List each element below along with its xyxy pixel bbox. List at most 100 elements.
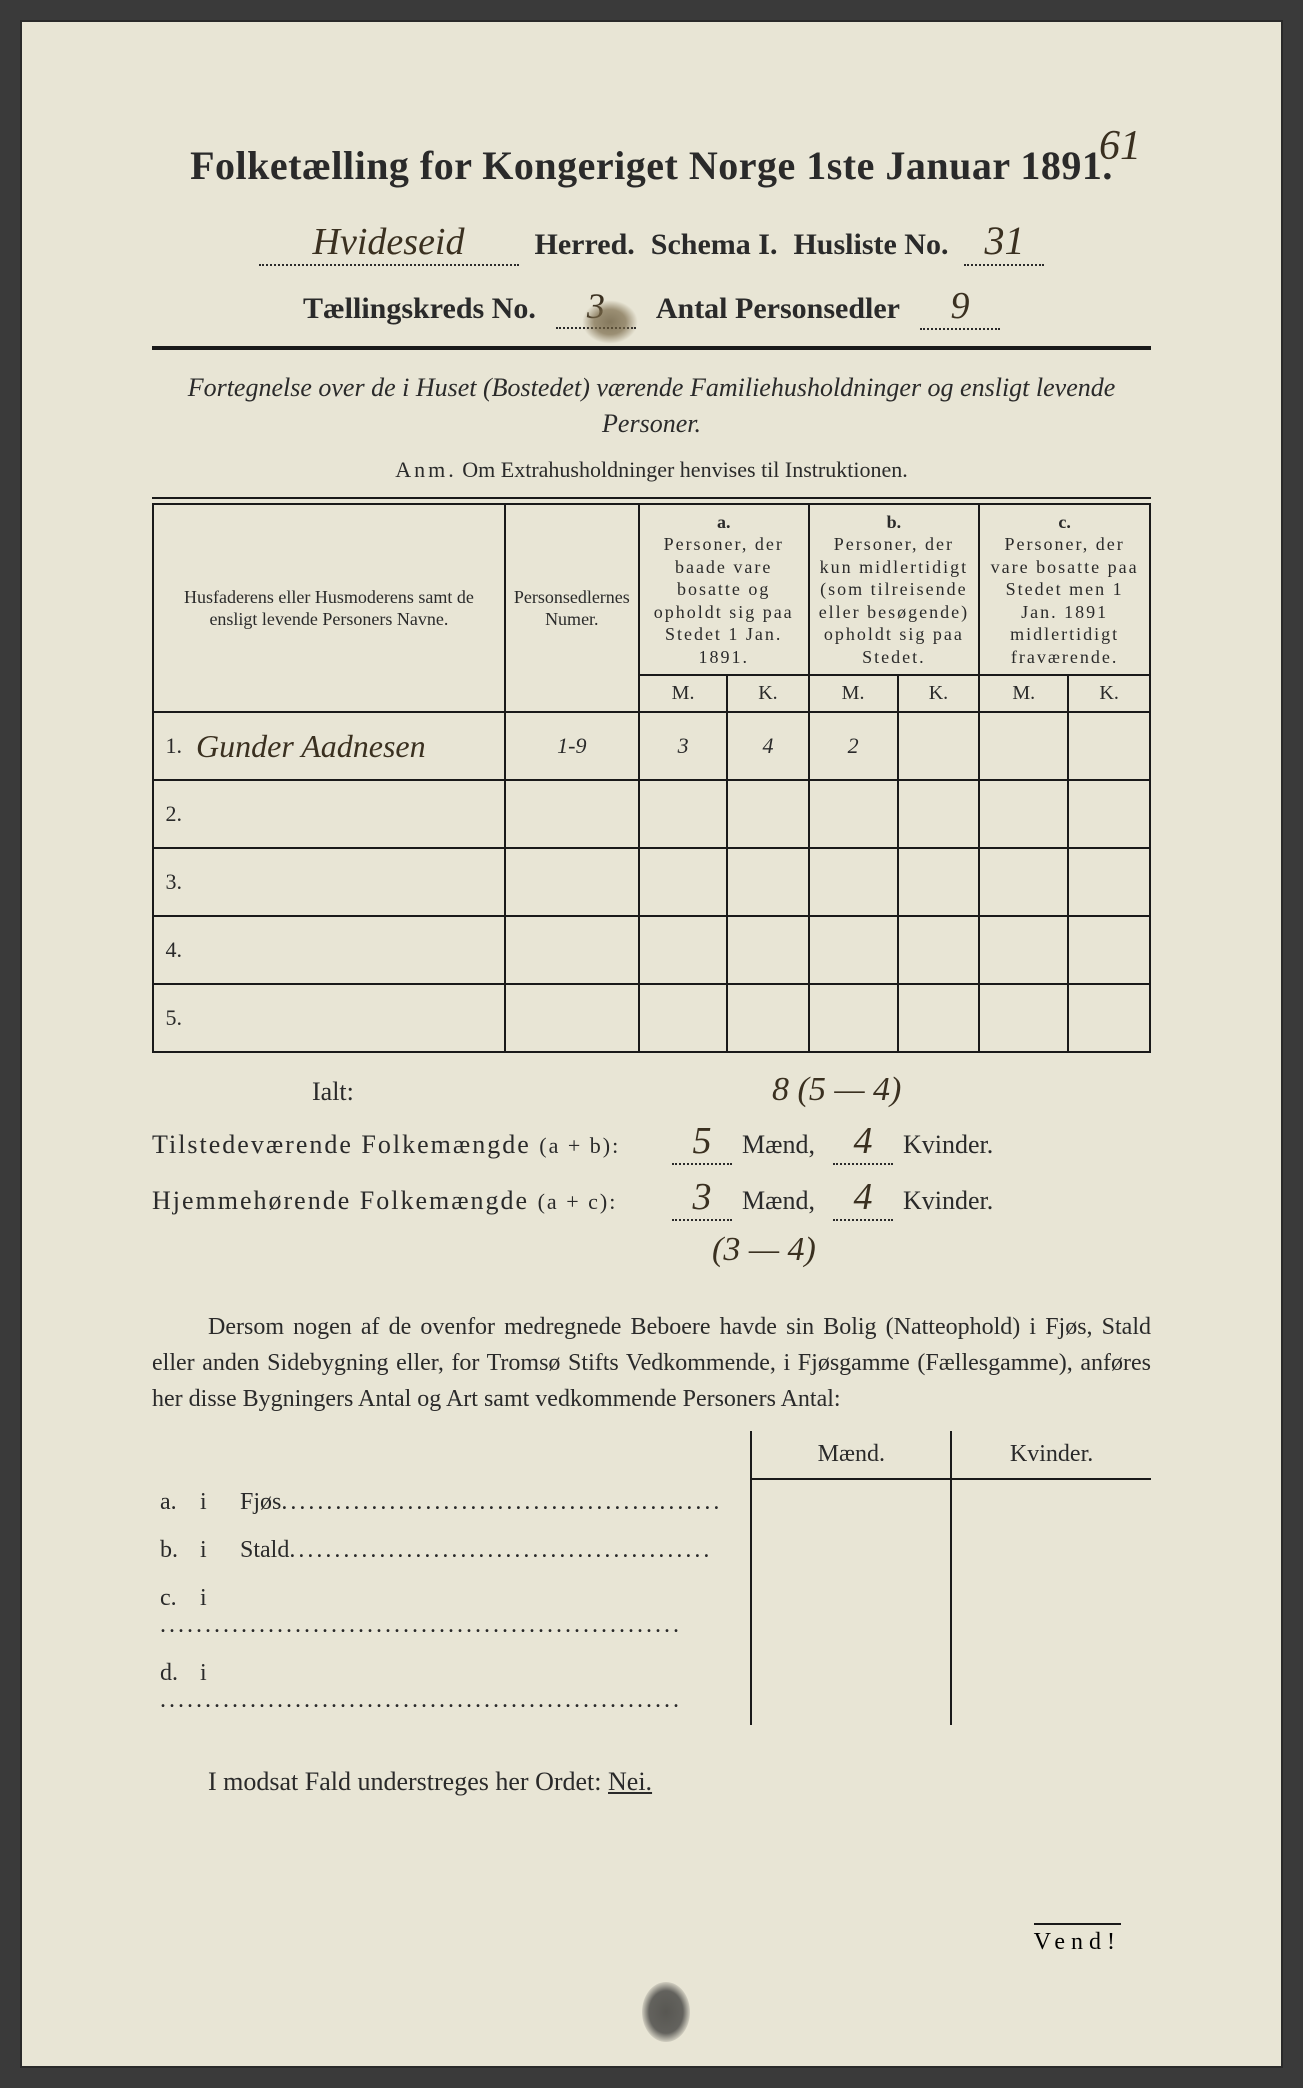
cell-name: 3.: [153, 848, 505, 916]
bldg-dots: ........................................…: [289, 1537, 712, 1563]
person-name: Gunder Aadnesen: [196, 728, 426, 765]
totals-row: Hjemmehørende Folkemængde (a + c):3Mænd,…: [152, 1175, 1151, 1221]
row-number: 5.: [162, 1005, 190, 1031]
cell-a-m: [639, 916, 728, 984]
totals-m-value: 3: [672, 1175, 732, 1221]
table-row: 2.: [153, 780, 1150, 848]
bldg-head-k: Kvinder.: [951, 1431, 1151, 1479]
bldg-i: i: [200, 1489, 240, 1516]
row-number: 2.: [162, 801, 190, 827]
cell-b-k: [898, 780, 980, 848]
cell-a-m: [639, 848, 728, 916]
form-subtitle: Fortegnelse over de i Huset (Bostedet) v…: [152, 370, 1151, 443]
building-row: d.i.....................................…: [152, 1650, 1151, 1725]
table-row: 5.: [153, 984, 1150, 1052]
herred-value: Hvideseid: [259, 220, 519, 266]
cell-number: [505, 984, 639, 1052]
modsat-pre: I modsat Fald understreges her Ordet:: [208, 1767, 608, 1796]
anm-lead: Anm.: [395, 457, 457, 482]
subhead-m: M.: [809, 675, 898, 712]
cell-number: [505, 916, 639, 984]
cell-a-k: [727, 984, 808, 1052]
cell-b-k: [898, 712, 980, 780]
bldg-name: Stald: [240, 1537, 289, 1564]
group-a-text: Personer, der baade vare bosatte og opho…: [648, 533, 800, 668]
bldg-i: i: [200, 1585, 240, 1612]
page-title: Folketælling for Kongeriget Norge 1ste J…: [152, 142, 1151, 189]
bldg-name: Fjøs: [240, 1489, 281, 1516]
cell-name: 4.: [153, 916, 505, 984]
antal-value: 9: [920, 284, 1000, 330]
building-row: a.iFjøs.................................…: [152, 1479, 1151, 1527]
cell-number: [505, 848, 639, 916]
bldg-m-cell: [751, 1650, 951, 1725]
kreds-label: Tællingskreds No.: [303, 292, 536, 326]
subhead-m: M.: [639, 675, 728, 712]
cell-c-k: [1068, 916, 1150, 984]
cell-a-k: [727, 780, 808, 848]
cell-c-k: [1068, 984, 1150, 1052]
cell-c-m: [979, 780, 1068, 848]
cell-b-k: [898, 984, 980, 1052]
totals-unit-k: Kvinder.: [903, 1186, 993, 1216]
totals-k-value: 4: [833, 1119, 893, 1165]
bldg-i: i: [200, 1660, 240, 1687]
ink-smudge: [582, 300, 638, 344]
row-number: 4.: [162, 937, 190, 963]
building-table: Mænd. Kvinder. a.iFjøs..................…: [152, 1431, 1151, 1725]
col-header-group-a: a. Personer, der baade vare bosatte og o…: [639, 504, 809, 676]
col-header-group-c: c. Personer, der vare bosatte paa Stedet…: [979, 504, 1150, 676]
cell-a-m: 3: [639, 712, 728, 780]
col-header-name: Husfaderens eller Husmoderens samt de en…: [153, 504, 505, 713]
vend-label: Vend!: [1034, 1923, 1121, 1956]
divider: [152, 497, 1151, 499]
bldg-key: a.: [160, 1489, 200, 1516]
bldg-key: b.: [160, 1537, 200, 1564]
cell-a-k: [727, 916, 808, 984]
cell-c-m: [979, 712, 1068, 780]
antal-label: Antal Personsedler: [656, 292, 900, 326]
row-number: 1.: [162, 733, 190, 759]
subhead-k: K.: [727, 675, 808, 712]
building-paragraph: Dersom nogen af de ovenfor medregnede Be…: [152, 1309, 1151, 1417]
table-row: 3.: [153, 848, 1150, 916]
household-table: Husfaderens eller Husmoderens samt de en…: [152, 503, 1151, 1054]
subhead-k: K.: [1068, 675, 1150, 712]
col-header-group-b: b. Personer, der kun midlertidigt (som t…: [809, 504, 980, 676]
cell-name: 2.: [153, 780, 505, 848]
cell-b-m: 2: [809, 712, 898, 780]
schema-label: Schema I.: [651, 228, 778, 262]
edge-tear: [642, 1982, 690, 2042]
bldg-key: c.: [160, 1585, 200, 1612]
bldg-m-cell: [751, 1575, 951, 1650]
header-line-2: Tællingskreds No. 3 Antal Personsedler 9: [152, 284, 1151, 330]
building-row: b.iStald................................…: [152, 1527, 1151, 1575]
cell-c-k: [1068, 780, 1150, 848]
bldg-k-cell: [951, 1575, 1151, 1650]
table-row: 4.: [153, 916, 1150, 984]
header-line-1: Hvideseid Herred. Schema I. Husliste No.…: [152, 217, 1151, 266]
modsat-line: I modsat Fald understreges her Ordet: Ne…: [152, 1767, 1151, 1797]
bldg-label-cell: b.iStald................................…: [152, 1527, 751, 1575]
building-row: c.i.....................................…: [152, 1575, 1151, 1650]
cell-b-m: [809, 916, 898, 984]
cell-number: [505, 780, 639, 848]
husliste-value: 31: [964, 217, 1044, 266]
cell-a-k: 4: [727, 712, 808, 780]
cell-name: 1.Gunder Aadnesen: [153, 712, 505, 780]
col-header-number: Personsedlernes Numer.: [505, 504, 639, 713]
group-a-key: a.: [648, 511, 800, 534]
anm-note: Anm. Om Extrahusholdninger henvises til …: [152, 457, 1151, 483]
totals-label: Hjemmehørende Folkemængde (a + c):: [152, 1186, 672, 1216]
totals-m-value: 5: [672, 1119, 732, 1165]
group-b-key: b.: [818, 511, 971, 534]
totals-formula: (a + c):: [538, 1189, 618, 1214]
cell-c-m: [979, 848, 1068, 916]
cell-a-k: [727, 848, 808, 916]
bldg-k-cell: [951, 1527, 1151, 1575]
group-b-text: Personer, der kun midlertidigt (som tilr…: [818, 533, 971, 668]
census-form-page: 61 Folketælling for Kongeriget Norge 1st…: [20, 20, 1283, 2068]
herred-label: Herred.: [535, 228, 635, 262]
totals-k-value: 4: [833, 1175, 893, 1221]
ialt-label: Ialt:: [312, 1077, 512, 1107]
